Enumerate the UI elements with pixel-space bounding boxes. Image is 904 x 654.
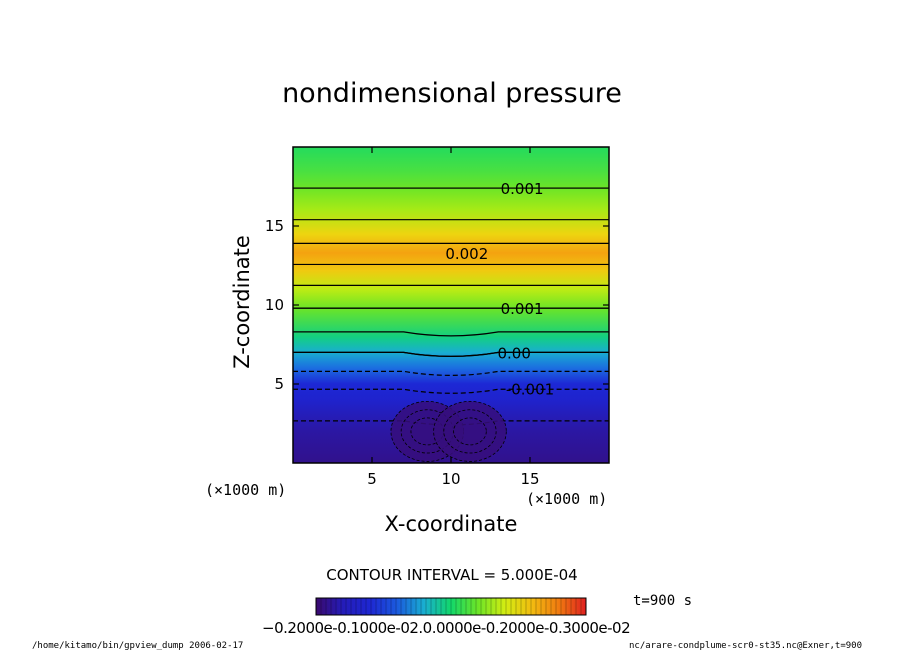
pressure-anomaly: [433, 401, 507, 462]
contour-label: 0.001: [501, 180, 544, 198]
y-tick-label: 5: [274, 375, 284, 393]
contour-label: 0.00: [497, 344, 530, 362]
y-axis-unit: (×1000 m): [205, 481, 287, 499]
anomaly-contour: [453, 417, 487, 446]
contour-line: [293, 388, 609, 394]
contour-line: [293, 370, 609, 376]
footer-source: nc/arare-condplume-scr0-st35.nc@Exner,t=…: [629, 641, 862, 651]
x-tick-label: 15: [520, 470, 539, 488]
x-tick-label: 10: [441, 470, 460, 488]
anomaly-contour: [443, 409, 497, 454]
chart-title: nondimensional pressure: [282, 78, 622, 109]
contour-line: [293, 331, 609, 337]
contour-label: -0.001: [506, 381, 554, 399]
contour-line: [293, 351, 609, 357]
y-axis-label: Z-coordinate: [230, 235, 254, 369]
contour-label: 0.001: [501, 300, 544, 318]
y-tick-label: 15: [265, 217, 284, 235]
x-axis-unit: (×1000 m): [526, 490, 608, 508]
anomaly-contour: [433, 400, 507, 462]
y-tick-label: 10: [265, 296, 284, 314]
contour-interval-label: CONTOUR INTERVAL = 5.000E-04: [326, 566, 578, 584]
x-axis-label: X-coordinate: [384, 512, 518, 536]
footer-command: /home/kitamo/bin/gpview_dump 2006-02-17: [32, 641, 244, 651]
time-label: t=900 s: [633, 593, 693, 609]
colorbar-tick-labels: −0.2000e-0.1000e-02.0.0000e-0.2000e-0.30…: [262, 619, 631, 637]
contour-label: 0.002: [445, 245, 488, 263]
x-tick-label: 5: [367, 470, 377, 488]
